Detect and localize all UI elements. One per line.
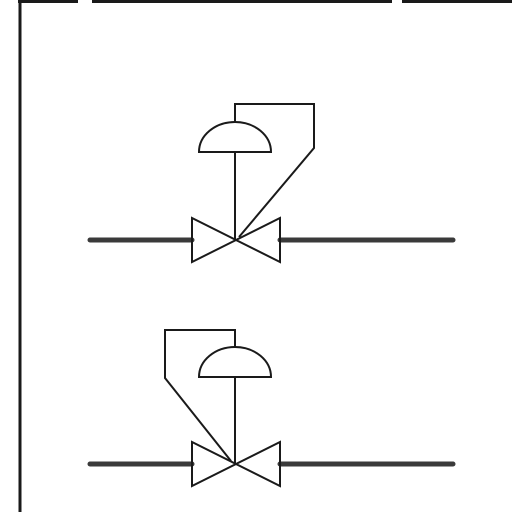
sensing-line-upper — [234, 103, 315, 238]
sensing-line-lower — [164, 329, 236, 462]
valve-symbol-lower — [87, 329, 456, 488]
valve-body-lower — [191, 440, 239, 488]
diaphragm-actuator-lower — [197, 346, 273, 378]
valve-body-upper — [191, 216, 239, 264]
diaphragm-actuator-upper — [197, 121, 273, 153]
valve-symbol-upper — [87, 103, 456, 264]
valve-body-lower-right — [233, 440, 281, 488]
valve-body-upper-right — [233, 216, 281, 264]
